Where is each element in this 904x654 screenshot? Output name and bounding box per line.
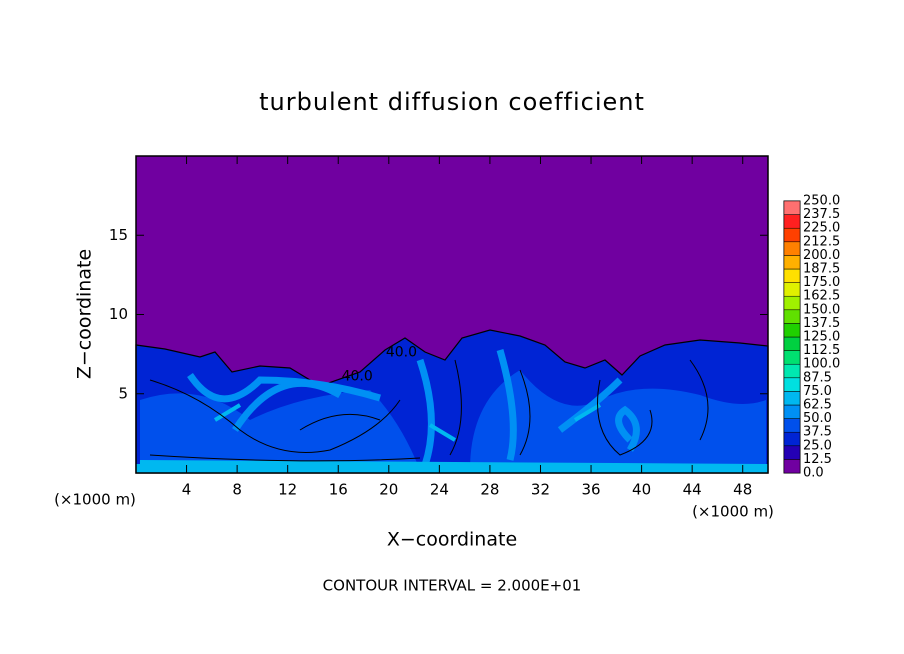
- colorbar-label: 50.0: [803, 411, 832, 426]
- field: [135, 156, 769, 474]
- colorbar-label: 12.5: [803, 452, 832, 467]
- colorbar-swatch: [783, 431, 801, 447]
- colorbar-label: 100.0: [803, 357, 840, 372]
- x-tick-label: 16: [329, 481, 348, 499]
- colorbar-swatch: [783, 445, 801, 460]
- colorbar-swatch: [783, 282, 801, 297]
- chart-title: turbulent diffusion coefficient: [259, 88, 645, 116]
- contour-line: [149, 359, 709, 462]
- field-streak: [139, 403, 767, 468]
- colorbar-label: 75.0: [803, 384, 832, 399]
- colorbar-swatch: [783, 391, 801, 406]
- x-tick-label: 12: [278, 481, 297, 499]
- colorbar-swatch: [783, 336, 801, 351]
- colorbar-label: 237.5: [803, 207, 840, 222]
- x-tick-label: 8: [232, 481, 242, 499]
- colorbar-swatch: [783, 418, 801, 433]
- colorbar-label: 150.0: [803, 302, 840, 317]
- x-tick-label: 32: [531, 481, 550, 499]
- y-axis-label: Z−coordinate: [74, 249, 96, 379]
- colorbar-swatch: [783, 350, 801, 365]
- x-tick-label: 4: [182, 481, 192, 499]
- x-tick-label: 24: [430, 481, 449, 499]
- contour-label: 40.0: [386, 345, 417, 361]
- colorbar-label: 62.5: [803, 398, 832, 413]
- colorbar-swatch: [783, 323, 801, 338]
- colorbar-swatch: [783, 295, 801, 311]
- colorbar-swatch: [783, 241, 801, 256]
- field-streak: [140, 370, 766, 470]
- colorbar-label: 225.0: [803, 221, 840, 236]
- field-streak: [187, 349, 640, 467]
- colorbar-label: 175.0: [803, 275, 840, 290]
- contour-label: 40.0: [342, 368, 373, 384]
- colorbar-swatch: [783, 214, 801, 229]
- x-tick-label: 40: [632, 481, 651, 499]
- x-unit-label: (×1000 m): [692, 503, 774, 521]
- colorbar-label: 212.5: [803, 234, 840, 249]
- x-tick-label: 36: [581, 481, 600, 499]
- colorbar-label: 112.5: [803, 343, 840, 358]
- colorbar-label: 162.5: [803, 289, 840, 304]
- contour-interval: CONTOUR INTERVAL = 2.000E+01: [323, 577, 582, 595]
- colorbar-label: 37.5: [803, 425, 832, 440]
- y-tick-label: 15: [109, 226, 128, 244]
- colorbar-label: 200.0: [803, 248, 840, 263]
- colorbar-swatch: [783, 255, 801, 270]
- x-tick-label: 44: [683, 481, 702, 499]
- x-tick-label: 20: [379, 481, 398, 499]
- colorbar-swatch: [783, 309, 801, 324]
- colorbar-label: 250.0: [803, 194, 840, 209]
- colorbar-label: 125.0: [803, 330, 840, 345]
- y-tick-label: 5: [118, 384, 128, 402]
- x-tick-label: 48: [733, 481, 752, 499]
- colorbar-label: 0.0: [803, 466, 824, 481]
- colorbar-swatch: [783, 459, 801, 474]
- y-tick-label: 10: [109, 305, 128, 323]
- field-band: [136, 464, 768, 473]
- x-tick-label: 28: [480, 481, 499, 499]
- colorbar-swatch: [783, 404, 801, 419]
- colorbar-swatch: [783, 227, 801, 243]
- colorbar-swatch: [783, 200, 801, 215]
- colorbar-swatch: [783, 363, 801, 379]
- colorbar-label: 87.5: [803, 370, 832, 385]
- colorbar-label: 137.5: [803, 316, 840, 331]
- colorbar-swatch: [783, 268, 801, 283]
- colorbar-label: 187.5: [803, 262, 840, 277]
- x-unit-label: (×1000 m): [54, 491, 136, 509]
- x-axis-label: X−coordinate: [387, 529, 517, 551]
- colorbar-swatch: [783, 377, 801, 392]
- colorbar-label: 25.0: [803, 438, 832, 453]
